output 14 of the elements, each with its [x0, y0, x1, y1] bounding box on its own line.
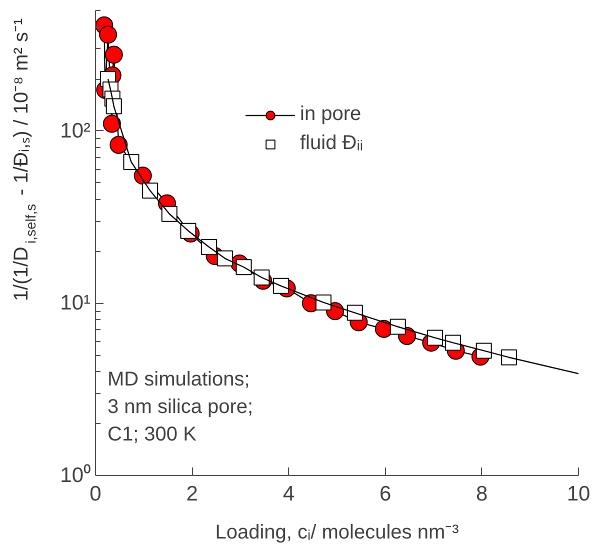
- legend-label: in pore: [300, 103, 362, 126]
- y-tick-label: 10¹: [60, 292, 91, 315]
- y-tick-label: 10²: [60, 119, 91, 142]
- x-tick-label: 6: [379, 482, 392, 506]
- x-tick-label: 0: [90, 482, 102, 506]
- legend-label: fluid Đᵢᵢ: [300, 132, 363, 155]
- x-tick-label: 8: [476, 482, 488, 506]
- x-axis-title: Loading, cᵢ/ molecules nm⁻³: [215, 522, 460, 544]
- annotation: MD simulations; 3 nm silica pore; C1; 300 K: [108, 368, 254, 446]
- y-tick-label: 10⁰: [60, 464, 90, 487]
- x-tick-label: 2: [186, 482, 198, 506]
- x-tick-label: 4: [282, 482, 295, 506]
- y-axis-title: 1/(1/Di,self,s - 1/Đᵢ,ₛ) / 10⁻⁸ m² s⁻¹: [10, 18, 38, 302]
- x-tick-label: 10: [566, 482, 590, 506]
